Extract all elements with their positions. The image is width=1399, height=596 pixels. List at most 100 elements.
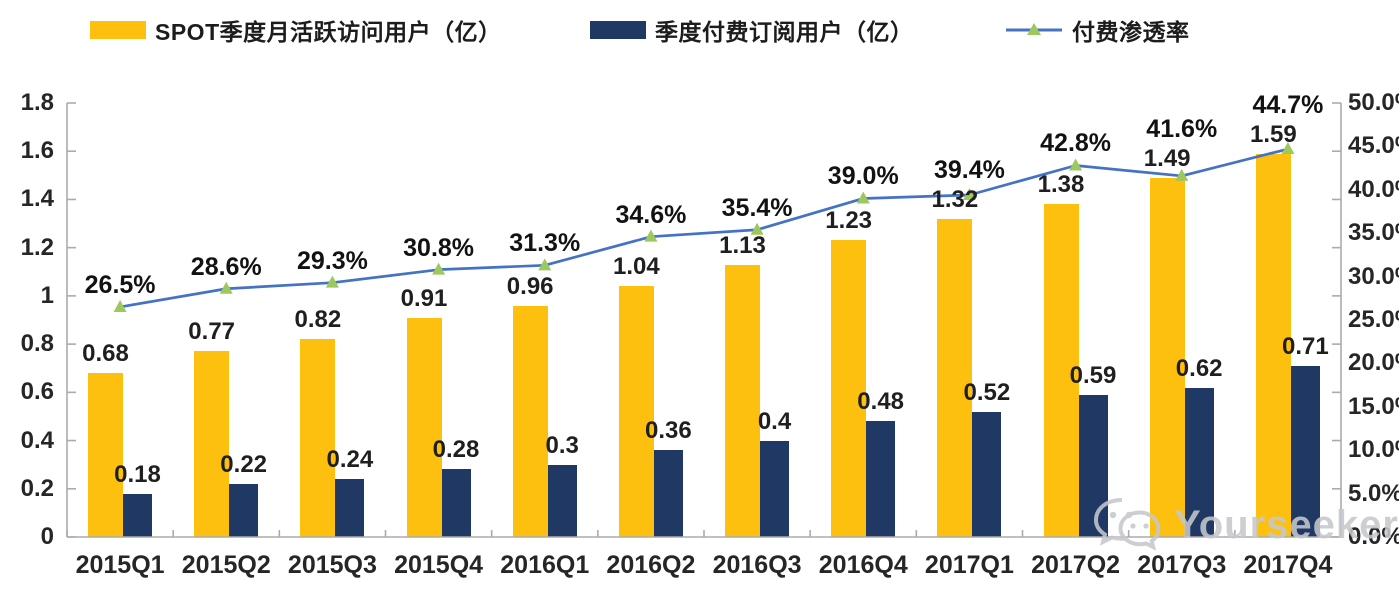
subs-value-label: 0.36 <box>644 417 692 445</box>
right-axis-tick-label: 5.0% <box>1348 479 1399 507</box>
penetration-value-label: 41.6% <box>1146 114 1218 143</box>
subs-value-label: 0.62 <box>1175 354 1223 382</box>
left-axis-tick-label: 0.8 <box>20 330 54 358</box>
subs-bar <box>335 479 365 537</box>
mau-value-label: 1.13 <box>719 231 766 259</box>
mau-value-label: 0.68 <box>82 340 129 368</box>
mau-bar <box>300 339 336 537</box>
penetration-value-label: 39.0% <box>827 162 899 191</box>
watermark: Yourseeker <box>1092 494 1399 556</box>
right-axis-tick-label: 10.0% <box>1348 436 1399 464</box>
mau-bar <box>194 351 230 537</box>
mau-series-swatch <box>90 21 146 39</box>
subs-bar <box>1184 387 1214 537</box>
right-axis-tick-label: 25.0% <box>1348 306 1399 333</box>
mau-value-label: 1.23 <box>825 207 873 235</box>
x-axis-label: 2015Q2 <box>181 551 271 579</box>
legend-item-subs: 季度付费订阅用户（亿） <box>590 18 914 45</box>
x-axis-label: 2017Q4 <box>1243 551 1333 579</box>
penetration-value-label: 42.8% <box>1040 129 1112 158</box>
subs-value-label: 0.4 <box>757 407 792 435</box>
legend-label-subs: 季度付费订阅用户（亿） <box>655 19 914 45</box>
mau-value-label: 1.04 <box>612 253 660 281</box>
mau-value-label: 1.38 <box>1037 171 1085 199</box>
right-axis-tick-label: 45.0% <box>1348 132 1399 160</box>
mau-value-label: 1.59 <box>1249 120 1297 148</box>
mau-value-label: 1.49 <box>1143 144 1191 172</box>
right-axis-tick-label: 40.0% <box>1348 175 1399 203</box>
penetration-value-label: 26.5% <box>84 270 156 299</box>
subs-bar <box>760 440 789 537</box>
subs-bar <box>547 464 577 537</box>
wechat-icon <box>1093 498 1161 551</box>
right-axis-tick-label: 50.0% <box>1348 89 1399 116</box>
subs-bar <box>123 493 152 537</box>
subs-value-label: 0.22 <box>220 450 268 478</box>
x-axis-label: 2016Q4 <box>818 551 908 579</box>
subs-value-label: 0.24 <box>326 446 374 474</box>
subs-value-label: 0.18 <box>114 460 161 488</box>
penetration-value-label: 29.3% <box>296 246 368 275</box>
x-axis-label: 2015Q4 <box>394 551 484 579</box>
left-axis-tick-label: 1 <box>40 281 54 309</box>
x-axis-label: 2016Q3 <box>712 551 802 579</box>
subs-value-label: 0.71 <box>1281 332 1329 360</box>
subs-series-swatch <box>590 21 646 39</box>
right-axis-tick-label: 35.0% <box>1348 219 1399 247</box>
subs-value-label: 0.3 <box>545 431 579 459</box>
mau-value-label: 1.32 <box>931 185 979 213</box>
penetration-value-label: 35.4% <box>721 193 793 222</box>
legend-item-mau: SPOT季度月活跃访问用户（亿） <box>90 18 502 45</box>
subs-bar <box>866 421 896 537</box>
x-axis-label: 2017Q3 <box>1137 551 1227 579</box>
x-axis-label: 2017Q2 <box>1031 551 1121 579</box>
legend-label-mau: SPOT季度月活跃访问用户（亿） <box>155 19 502 45</box>
x-axis-label: 2015Q1 <box>75 551 165 579</box>
right-axis-tick-label: 15.0% <box>1348 392 1399 420</box>
right-axis-tick-label: 20.0% <box>1348 349 1399 377</box>
left-axis-tick-label: 0 <box>40 523 54 550</box>
x-axis-label: 2015Q3 <box>287 551 377 579</box>
line-marker-sample-icon <box>1006 23 1062 35</box>
penetration-value-label: 28.6% <box>190 252 262 281</box>
mau-bar <box>725 264 760 537</box>
left-axis-tick-label: 0.4 <box>20 426 54 454</box>
subs-bar <box>1078 394 1108 537</box>
left-axis-tick-label: 1.2 <box>20 233 54 261</box>
mau-bar <box>88 373 123 537</box>
left-axis-tick-label: 0.2 <box>20 474 54 502</box>
mau-value-label: 0.91 <box>400 284 448 312</box>
penetration-value-label: 34.6% <box>615 200 687 229</box>
left-axis-tick-label: 1.8 <box>20 89 54 116</box>
legend-label-penetration: 付费渗透率 <box>1072 19 1190 45</box>
subs-bar <box>653 450 683 537</box>
right-axis-tick-label: 30.0% <box>1348 262 1399 290</box>
x-axis-label: 2016Q1 <box>500 551 590 579</box>
mau-value-label: 0.96 <box>506 272 554 300</box>
x-axis-label: 2017Q1 <box>924 551 1014 579</box>
left-axis-tick-label: 1.4 <box>20 185 54 213</box>
subs-bar <box>441 469 471 537</box>
penetration-value-label: 44.7% <box>1252 90 1324 119</box>
penetration-value-label: 31.3% <box>509 229 581 258</box>
mau-value-label: 0.82 <box>294 306 342 334</box>
penetration-value-label: 39.4% <box>933 155 1005 184</box>
subs-bar <box>972 411 1002 537</box>
subs-value-label: 0.52 <box>963 378 1011 406</box>
subs-value-label: 0.59 <box>1069 361 1117 389</box>
subs-value-label: 0.48 <box>857 388 905 416</box>
left-axis-tick-label: 1.6 <box>20 137 54 165</box>
watermark-text: Yourseeker <box>1174 502 1399 547</box>
left-axis-tick-label: 0.6 <box>20 378 54 406</box>
mau-value-label: 0.77 <box>188 318 236 346</box>
mau-bar <box>406 317 442 537</box>
penetration-value-label: 30.8% <box>403 233 475 262</box>
x-axis-label: 2016Q2 <box>606 551 696 579</box>
mau-bar <box>618 286 654 537</box>
subs-bar <box>1290 365 1320 537</box>
right-axis-tick-label: 0.0% <box>1348 523 1399 550</box>
subs-bar <box>229 483 259 537</box>
legend-item-penetration: 付费渗透率 <box>1005 18 1190 45</box>
